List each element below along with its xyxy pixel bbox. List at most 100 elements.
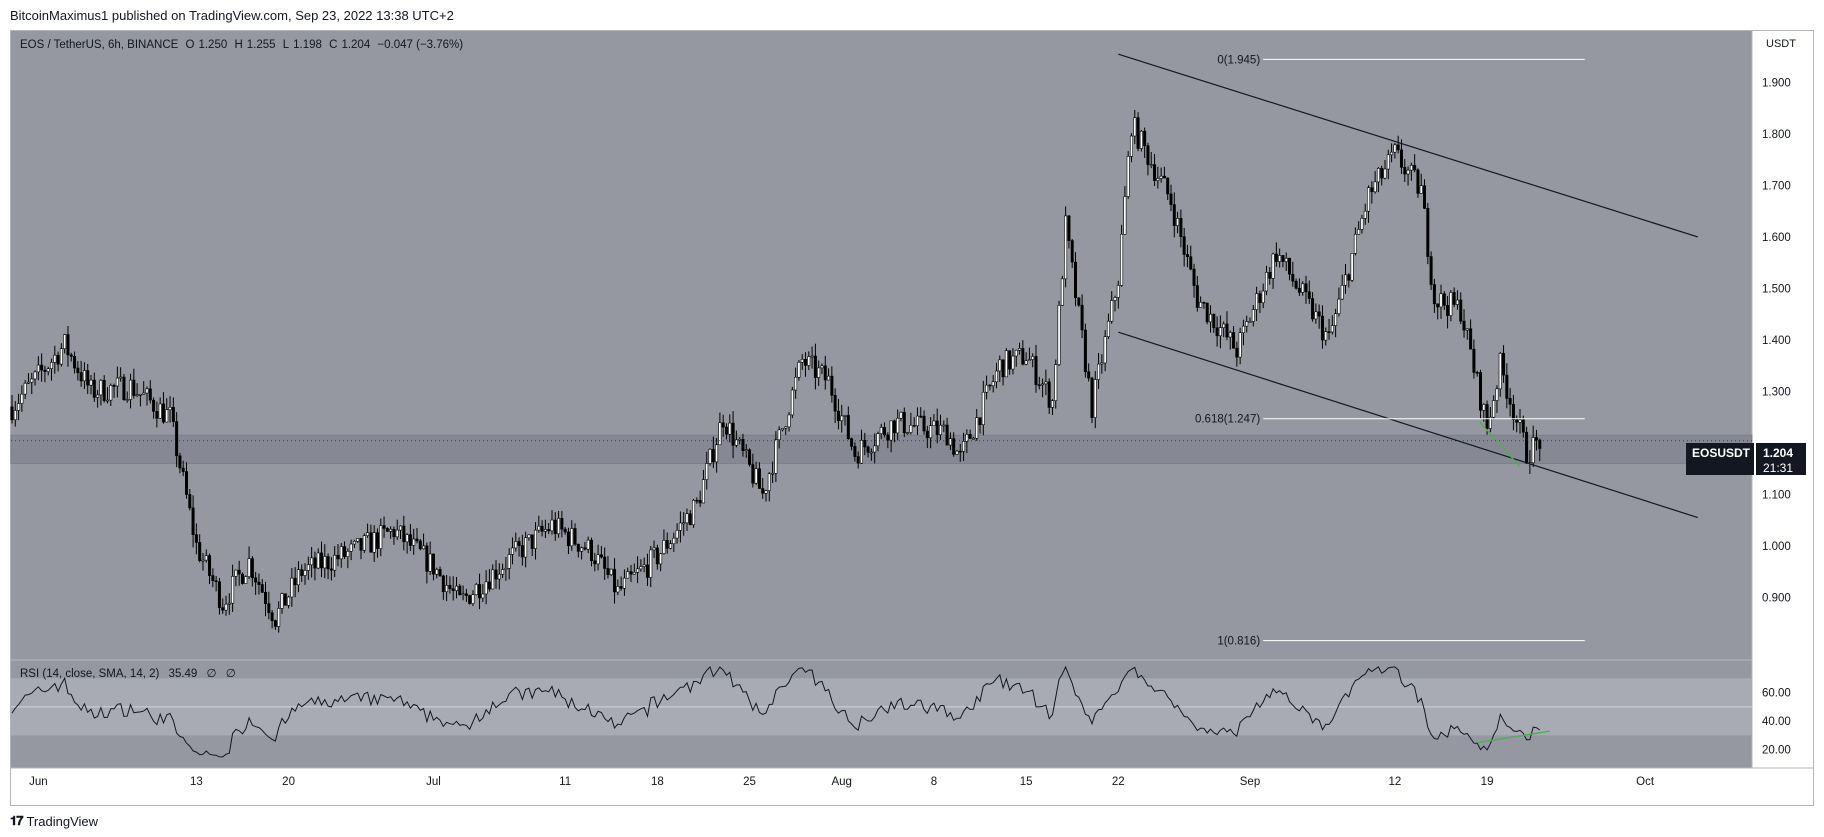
- candle-body: [965, 433, 969, 442]
- bullish-divergence-rsi[interactable]: [1477, 730, 1550, 744]
- candle-body: [310, 557, 314, 566]
- candle-body: [705, 463, 709, 480]
- candle-body: [273, 620, 277, 627]
- candle-body: [557, 517, 561, 535]
- candle-body: [50, 362, 54, 370]
- candle-body: [1172, 204, 1176, 226]
- candle-body: [1511, 403, 1515, 420]
- candle-body: [701, 479, 705, 504]
- candle-body: [846, 415, 850, 439]
- candle-body: [1419, 185, 1423, 194]
- candle-body: [201, 559, 205, 562]
- candle-body: [1067, 215, 1071, 241]
- candle-body: [794, 376, 798, 391]
- candle-body: [372, 532, 376, 553]
- candle-body: [718, 422, 722, 446]
- tradingview-logo-icon[interactable]: 𝟏𝟕: [10, 813, 24, 828]
- candle-body: [382, 525, 386, 529]
- candle-body: [912, 424, 916, 427]
- bullish-divergence-price[interactable]: [1479, 421, 1520, 467]
- candle-body: [1518, 419, 1522, 423]
- channel-line-lower[interactable]: [1118, 331, 1698, 519]
- rsi-na-2: ∅: [225, 668, 236, 680]
- candle-body: [458, 585, 462, 596]
- candle-body: [892, 420, 896, 434]
- candle-body: [889, 420, 893, 441]
- candle-body: [991, 381, 995, 387]
- symbol-label[interactable]: EOS / TetherUS, 6h, BINANCE: [20, 39, 179, 51]
- time-tick-label: 25: [743, 776, 756, 788]
- candle-body: [784, 426, 788, 429]
- candle-body: [669, 543, 673, 549]
- candle-body: [645, 564, 649, 578]
- candle-body: [461, 593, 465, 596]
- rsi-line[interactable]: [11, 665, 1541, 758]
- candle-body: [550, 519, 554, 532]
- footer: 𝟏𝟕 TradingView: [10, 810, 98, 832]
- candle-body: [1363, 210, 1367, 219]
- candle-body: [1232, 332, 1236, 349]
- candle-body: [780, 428, 784, 431]
- candle-body: [1409, 164, 1413, 171]
- candle-body: [435, 569, 439, 575]
- candle-body: [392, 528, 396, 538]
- candle-body: [1452, 292, 1456, 305]
- time-tick-label: Aug: [831, 776, 851, 788]
- candle-body: [570, 528, 574, 547]
- bar-countdown: 21:31: [1763, 461, 1794, 475]
- candle-body: [1485, 404, 1489, 429]
- candle-body: [1403, 167, 1407, 175]
- candle-body: [698, 500, 702, 504]
- support-zone[interactable]: [10, 434, 1753, 464]
- channel-line-upper[interactable]: [1118, 53, 1698, 238]
- candle-body: [316, 552, 320, 569]
- candle-body: [46, 368, 50, 372]
- candle-body: [1288, 257, 1292, 275]
- candle-body: [603, 556, 607, 569]
- candle-body: [748, 449, 752, 465]
- candle-body: [1482, 404, 1486, 411]
- candle-body: [589, 539, 593, 562]
- candle-body: [573, 528, 577, 545]
- candle-body: [1521, 419, 1525, 433]
- time-tick-label: 11: [559, 776, 571, 788]
- candle-body: [214, 580, 218, 583]
- footer-brand[interactable]: TradingView: [26, 813, 99, 829]
- candle-body: [596, 554, 600, 565]
- candle-body: [1255, 293, 1259, 310]
- price-tick-label: 1.500: [1762, 283, 1791, 295]
- candle-body: [501, 569, 505, 575]
- candle-body: [234, 569, 238, 577]
- candle-body: [86, 370, 90, 386]
- candle-body: [115, 377, 119, 387]
- candle-body: [257, 581, 261, 585]
- candle-body: [682, 522, 686, 525]
- candle-body: [902, 411, 906, 434]
- candle-body: [82, 370, 86, 382]
- candle-body: [807, 356, 811, 366]
- candle-body: [843, 415, 847, 417]
- candle-body: [1077, 297, 1081, 306]
- candle-body: [988, 384, 992, 387]
- candle-body: [326, 556, 330, 570]
- candle-body: [576, 543, 580, 552]
- candle-body: [1027, 359, 1031, 362]
- candle-body: [622, 577, 626, 589]
- candle-body: [626, 571, 630, 579]
- rsi-name[interactable]: RSI (14, close, SMA, 14, 2): [20, 668, 160, 680]
- candle-body: [1495, 388, 1499, 401]
- candle-body: [836, 410, 840, 422]
- candle-body: [1176, 218, 1180, 226]
- candle-body: [171, 406, 175, 422]
- candle-body: [349, 543, 353, 552]
- price-tick-label: 1.900: [1762, 77, 1791, 89]
- candle-body: [672, 537, 676, 545]
- candle-body: [30, 378, 34, 383]
- candle-body: [932, 420, 936, 427]
- candle-body: [379, 525, 383, 549]
- candle-body: [724, 426, 728, 435]
- candle-body: [211, 575, 215, 582]
- candle-body: [962, 441, 966, 452]
- candle-body: [1113, 297, 1117, 301]
